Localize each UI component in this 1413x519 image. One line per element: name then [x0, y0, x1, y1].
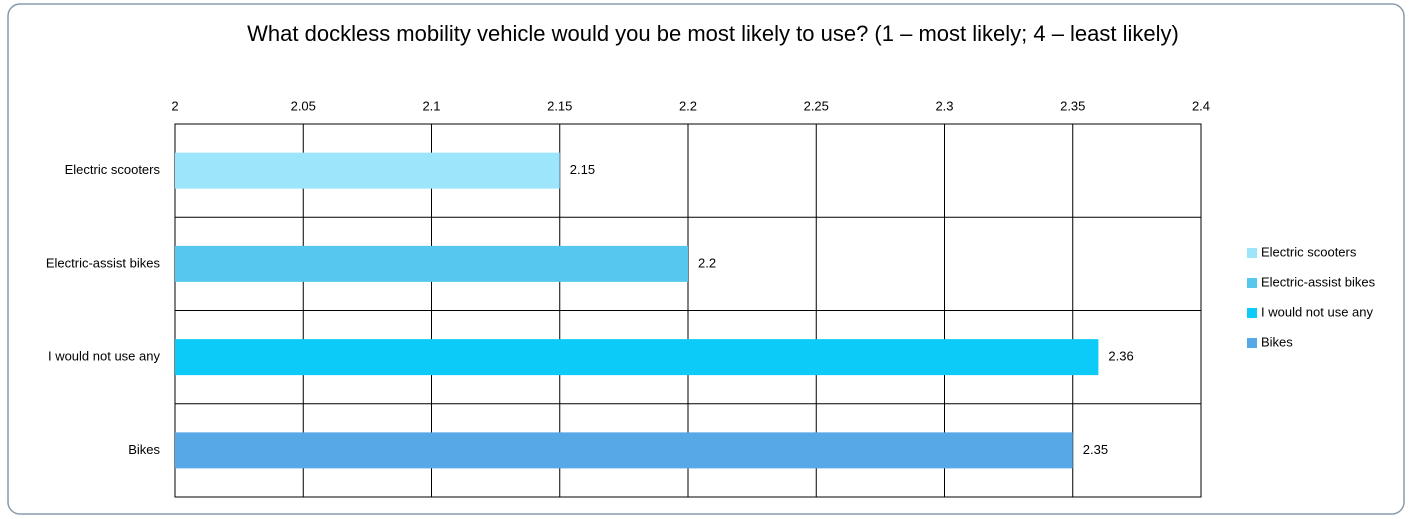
x-tick-label: 2.2 [679, 98, 697, 113]
y-tick-label: Bikes [128, 442, 160, 457]
legend-swatch [1247, 308, 1257, 318]
bar [175, 245, 688, 282]
data-label: 2.35 [1083, 442, 1108, 457]
legend-label: Electric scooters [1261, 244, 1357, 259]
data-label: 2.15 [570, 162, 595, 177]
chart-title: What dockless mobility vehicle would you… [247, 21, 1179, 46]
legend-swatch [1247, 338, 1257, 348]
x-tick-label: 2.15 [547, 98, 572, 113]
bar [175, 432, 1073, 469]
x-tick-label: 2.25 [804, 98, 829, 113]
legend-label: I would not use any [1261, 304, 1374, 319]
legend-label: Electric-assist bikes [1261, 274, 1376, 289]
y-tick-label: I would not use any [48, 349, 161, 364]
legend-label: Bikes [1261, 334, 1293, 349]
bar [175, 339, 1099, 376]
x-tick-label: 2.3 [935, 98, 953, 113]
x-tick-label: 2.1 [422, 98, 440, 113]
x-tick-label: 2.35 [1060, 98, 1085, 113]
legend-swatch [1247, 248, 1257, 258]
bar [175, 152, 560, 189]
legend-swatch [1247, 278, 1257, 288]
x-tick-label: 2.05 [291, 98, 316, 113]
y-tick-label: Electric scooters [65, 162, 161, 177]
x-tick-label: 2 [171, 98, 178, 113]
chart-frame [7, 3, 1405, 515]
data-label: 2.36 [1108, 349, 1133, 364]
x-tick-label: 2.4 [1192, 98, 1210, 113]
data-label: 2.2 [698, 255, 716, 270]
y-tick-label: Electric-assist bikes [46, 255, 161, 270]
